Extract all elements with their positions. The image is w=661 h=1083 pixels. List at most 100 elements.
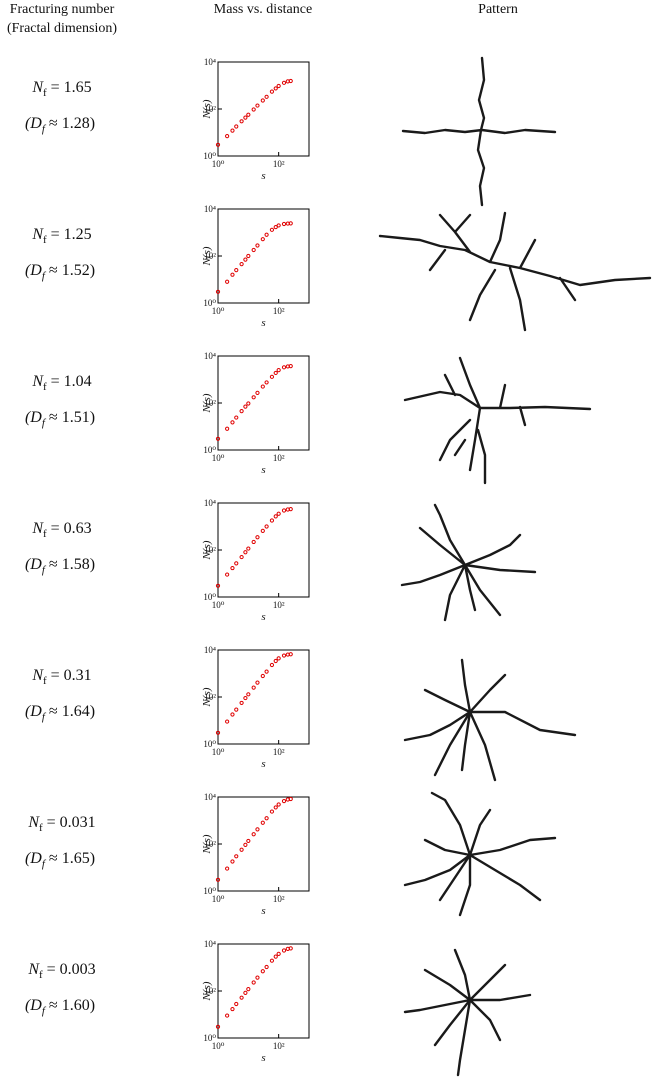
column-header: (Fractal dimension) (7, 21, 117, 36)
y-tick-label: 10⁴ (204, 939, 216, 949)
data-point (244, 258, 247, 261)
y-tick-label: 10⁰ (203, 592, 216, 602)
data-point (231, 421, 234, 424)
column-header: Mass vs. distance (214, 2, 312, 17)
data-point (231, 273, 234, 276)
y-tick-label: 10⁴ (204, 498, 216, 508)
data-point (247, 839, 250, 842)
x-axis-label: s (261, 464, 265, 476)
y-axis-label: N(s) (201, 981, 213, 1001)
value: = 0.63 (47, 520, 92, 537)
plot-frame (218, 356, 309, 450)
data-point (270, 519, 273, 522)
data-point (256, 391, 259, 394)
symbol: (D (25, 556, 42, 573)
plot-frame (218, 797, 309, 891)
x-tick-label: 10² (273, 600, 285, 610)
fracturing-number: Nf = 0.31 (31, 667, 91, 687)
data-point (235, 708, 238, 711)
y-axis-label: N(s) (201, 687, 213, 707)
x-axis-label: s (261, 905, 265, 917)
pattern (405, 660, 575, 780)
y-tick-label: 10⁰ (203, 739, 216, 749)
y-axis-label: N(s) (201, 393, 213, 413)
y-tick-label: 10⁰ (203, 298, 216, 308)
data-point (231, 860, 234, 863)
y-tick-label: 10⁴ (204, 351, 216, 361)
data-point (244, 843, 247, 846)
data-point (252, 686, 255, 689)
data-point (277, 952, 280, 955)
data-point (282, 949, 285, 952)
data-point (282, 509, 285, 512)
data-point (256, 244, 259, 247)
pattern (402, 505, 535, 620)
data-point (226, 573, 229, 576)
data-point (289, 222, 292, 225)
data-point (256, 828, 259, 831)
data-point (282, 799, 285, 802)
mass-distance-plot: 10⁰10²10⁰10²10⁴sN(s) (201, 351, 309, 476)
pattern (380, 213, 650, 330)
data-point (226, 427, 229, 430)
data-point (226, 720, 229, 723)
data-point (244, 991, 247, 994)
data-point (252, 833, 255, 836)
data-point (270, 375, 273, 378)
plot-frame (218, 650, 309, 744)
x-tick-label: 10² (273, 453, 285, 463)
plot-frame (218, 209, 309, 303)
data-point (240, 701, 243, 704)
y-axis-label: N(s) (201, 99, 213, 119)
value: ≈ 1.58) (45, 556, 95, 573)
data-point (270, 959, 273, 962)
data-point (231, 129, 234, 132)
y-tick-label: 10⁰ (203, 445, 216, 455)
data-point (289, 79, 292, 82)
column-header: Fracturing number (10, 2, 115, 17)
value: ≈ 1.65) (45, 850, 95, 867)
data-point (244, 551, 247, 554)
value: = 0.003 (43, 961, 96, 978)
data-point (277, 369, 280, 372)
data-point (261, 529, 264, 532)
data-point (252, 981, 255, 984)
data-point (240, 996, 243, 999)
data-point (289, 508, 292, 511)
column-header: Pattern (478, 2, 518, 17)
fractal-dimension: (Df ≈ 1.64) (25, 703, 95, 723)
value: = 0.31 (47, 667, 92, 684)
data-point (277, 224, 280, 227)
data-point (226, 867, 229, 870)
y-tick-label: 10⁴ (204, 57, 216, 67)
data-point (247, 547, 250, 550)
data-point (261, 674, 264, 677)
fracturing-number: Nf = 0.003 (27, 961, 95, 981)
fractal-dimension: (Df ≈ 1.65) (25, 850, 95, 870)
data-point (231, 1007, 234, 1010)
fracturing-number: Nf = 1.25 (31, 226, 91, 246)
data-point (289, 797, 292, 800)
data-point (231, 566, 234, 569)
data-point (274, 515, 277, 518)
data-point (256, 681, 259, 684)
data-point (261, 385, 264, 388)
data-point (277, 803, 280, 806)
symbol: (D (25, 850, 42, 867)
data-point (235, 125, 238, 128)
y-tick-label: 10⁰ (203, 151, 216, 161)
data-point (274, 371, 277, 374)
data-point (270, 663, 273, 666)
fracturing-number: Nf = 1.65 (31, 79, 91, 99)
data-point (265, 525, 268, 528)
value: = 1.65 (47, 79, 92, 96)
fractal-dimension: (Df ≈ 1.51) (25, 409, 95, 429)
data-point (240, 848, 243, 851)
y-axis-label: N(s) (201, 246, 213, 266)
fracturing-number: Nf = 1.04 (31, 373, 91, 393)
figure: Fracturing number (Fractal dimension) Ma… (0, 0, 661, 1083)
x-axis-label: s (261, 758, 265, 770)
data-point (265, 95, 268, 98)
